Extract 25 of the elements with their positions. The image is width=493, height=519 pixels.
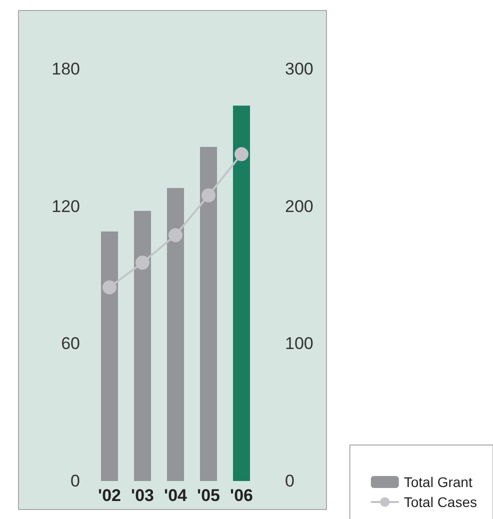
y-tick-label: 120 — [52, 196, 80, 216]
point — [202, 188, 216, 202]
x-tick-label: '06 — [230, 486, 253, 505]
point — [168, 228, 182, 242]
y2-tick-label: 300 — [285, 60, 314, 78]
bar — [200, 146, 217, 481]
y-tick-label: 0 — [70, 472, 80, 490]
y2-tick-label: 200 — [285, 196, 314, 216]
bar — [134, 210, 151, 481]
legend-label: Total Cases — [404, 494, 478, 510]
point — [234, 147, 248, 162]
y2-tick-label: 100 — [285, 334, 314, 354]
y-tick-label: 180 — [52, 60, 80, 78]
point — [102, 280, 116, 294]
bar — [167, 188, 184, 481]
bar — [233, 106, 250, 481]
bar — [101, 232, 118, 481]
x-tick-label: '02 — [98, 486, 121, 505]
y-tick-label: 60 — [61, 334, 80, 354]
x-tick-label: '04 — [164, 486, 188, 505]
point — [136, 256, 150, 270]
x-tick-label: '03 — [131, 486, 154, 505]
x-tick-label: '05 — [197, 486, 220, 505]
y2-tick-label: 0 — [285, 472, 294, 490]
legend-label: Total Grant — [404, 474, 472, 490]
